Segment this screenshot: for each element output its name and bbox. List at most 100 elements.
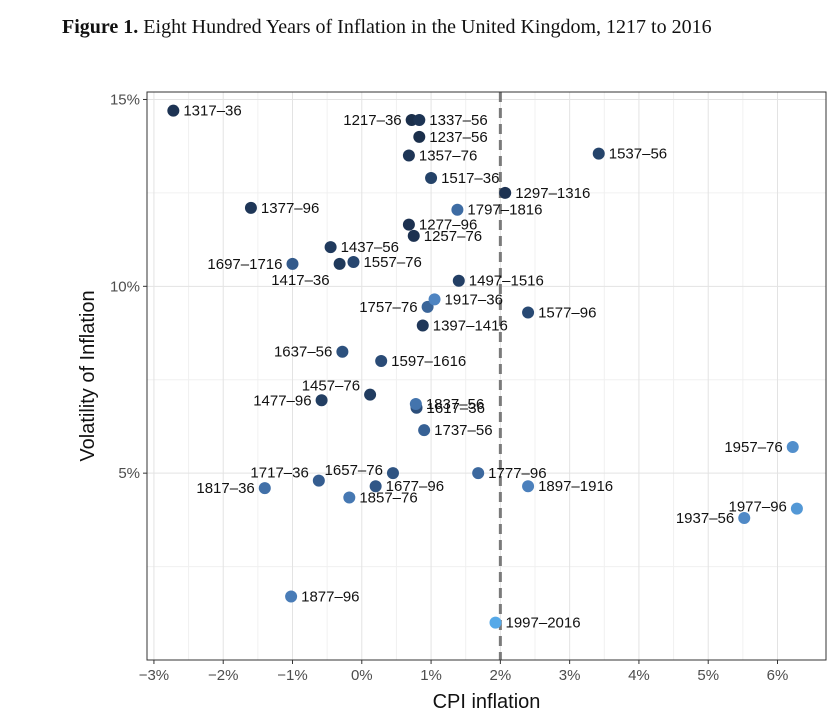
data-point bbox=[409, 398, 422, 411]
data-label: 1957–76 bbox=[724, 439, 782, 456]
data-label: 1417–36 bbox=[271, 272, 329, 289]
grid-minor bbox=[147, 92, 826, 660]
data-label: 1597–1616 bbox=[391, 353, 466, 370]
x-tick-label: 2% bbox=[490, 667, 512, 684]
data-label: 1397–1416 bbox=[433, 318, 508, 335]
data-point bbox=[333, 257, 346, 270]
data-label: 1817–36 bbox=[196, 480, 254, 497]
data-point bbox=[522, 480, 535, 493]
data-label: 1257–76 bbox=[424, 228, 482, 245]
x-tick-label: 5% bbox=[697, 667, 719, 684]
y-axis-ticks: 5% 10% 15% bbox=[110, 91, 147, 482]
data-point bbox=[425, 171, 438, 184]
data-label: 1357–76 bbox=[419, 148, 477, 165]
data-label: 1717–36 bbox=[250, 465, 308, 482]
x-tick-label: 4% bbox=[628, 667, 650, 684]
data-point bbox=[499, 186, 512, 199]
data-point bbox=[386, 467, 399, 480]
data-point bbox=[416, 319, 429, 332]
data-label: 1637–56 bbox=[274, 344, 332, 361]
data-point bbox=[451, 203, 464, 216]
data-point bbox=[402, 218, 415, 231]
data-point bbox=[285, 590, 298, 603]
data-point bbox=[324, 241, 337, 254]
data-point bbox=[369, 480, 382, 493]
y-tick-label: 5% bbox=[118, 465, 140, 482]
data-label: 1557–76 bbox=[363, 254, 421, 271]
data-point bbox=[786, 441, 799, 453]
data-label: 1377–96 bbox=[261, 200, 319, 217]
data-label: 1877–96 bbox=[301, 588, 359, 605]
data-point bbox=[472, 467, 485, 480]
data-label: 1997–2016 bbox=[506, 615, 581, 632]
x-tick-label: 1% bbox=[420, 667, 442, 684]
data-point bbox=[407, 229, 420, 242]
data-label: 1937–56 bbox=[676, 510, 734, 527]
data-point bbox=[452, 274, 465, 287]
y-tick-label: 15% bbox=[110, 91, 140, 108]
data-point bbox=[428, 293, 441, 306]
figure-label: Figure 1. bbox=[62, 16, 139, 38]
data-label: 1337–56 bbox=[429, 112, 487, 129]
figure-caption: Eight Hundred Years of Inflation in the … bbox=[143, 16, 712, 38]
data-label: 1777–96 bbox=[488, 465, 546, 482]
data-point bbox=[413, 130, 426, 143]
data-label: 1437–56 bbox=[341, 239, 399, 256]
data-point bbox=[592, 147, 605, 160]
data-label: 1537–56 bbox=[609, 146, 667, 163]
data-label: 1837–56 bbox=[426, 396, 484, 413]
data-label: 1737–56 bbox=[434, 422, 492, 439]
data-label: 1317–36 bbox=[183, 103, 241, 120]
data-point bbox=[402, 149, 415, 162]
data-point bbox=[258, 482, 271, 495]
data-label: 1217–36 bbox=[343, 112, 401, 129]
x-tick-label: −2% bbox=[208, 667, 238, 684]
data-point bbox=[343, 491, 356, 504]
x-axis-ticks: −3% −2% −1% 0% 1% 2% 3% 4% 5% 6% bbox=[139, 660, 789, 684]
data-point bbox=[489, 616, 502, 629]
x-tick-label: 6% bbox=[767, 667, 789, 684]
data-point bbox=[347, 256, 360, 269]
data-point bbox=[418, 424, 431, 437]
data-label: 1297–1316 bbox=[515, 185, 590, 202]
x-tick-label: 3% bbox=[559, 667, 581, 684]
data-label: 1697–1716 bbox=[207, 256, 282, 273]
data-point bbox=[312, 474, 325, 487]
data-point bbox=[790, 502, 803, 515]
data-label: 1657–76 bbox=[325, 462, 383, 479]
data-point bbox=[364, 388, 377, 401]
data-label: 1897–1916 bbox=[538, 478, 613, 495]
data-point bbox=[315, 394, 328, 407]
data-point bbox=[738, 512, 751, 524]
x-axis-title: CPI inflation bbox=[433, 691, 541, 713]
data-point bbox=[286, 257, 299, 270]
data-label: 1797–1816 bbox=[467, 202, 542, 219]
data-points bbox=[167, 104, 803, 629]
figure-title: Figure 1. Eight Hundred Years of Inflati… bbox=[62, 16, 712, 39]
data-point bbox=[167, 104, 180, 117]
data-label: 1977–96 bbox=[728, 499, 786, 516]
y-tick-label: 10% bbox=[110, 278, 140, 295]
data-point bbox=[375, 355, 388, 368]
x-tick-label: −3% bbox=[139, 667, 169, 684]
x-tick-label: −1% bbox=[277, 667, 307, 684]
data-point bbox=[336, 345, 349, 358]
data-point bbox=[413, 114, 426, 127]
data-label: 1577–96 bbox=[538, 304, 596, 321]
x-tick-label: 0% bbox=[351, 667, 373, 684]
data-label: 1517–36 bbox=[441, 170, 499, 187]
data-label: 1237–56 bbox=[429, 129, 487, 146]
data-label: 1277–96 bbox=[419, 217, 477, 234]
data-label: 1857–76 bbox=[359, 489, 417, 506]
data-label: 1617–36 bbox=[427, 400, 485, 417]
data-label: 1457–76 bbox=[302, 378, 360, 395]
grid-major bbox=[147, 92, 826, 660]
data-label: 1917–36 bbox=[445, 291, 503, 308]
data-label: 1757–76 bbox=[359, 299, 417, 316]
plot-panel-border bbox=[146, 91, 827, 661]
data-label: 1497–1516 bbox=[469, 273, 544, 290]
data-point bbox=[244, 201, 257, 214]
data-label: 1677–96 bbox=[386, 478, 444, 495]
